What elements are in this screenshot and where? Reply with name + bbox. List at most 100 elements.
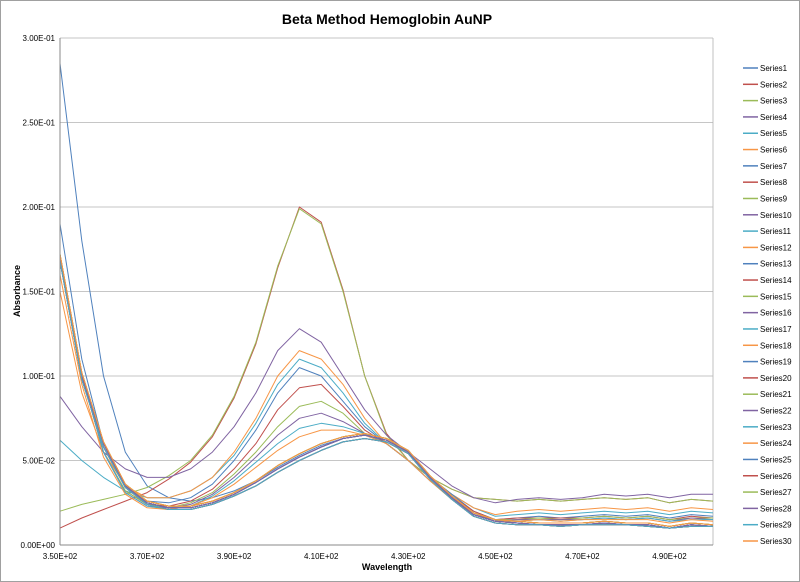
- legend-label: Series19: [760, 358, 792, 367]
- legend-label: Series18: [760, 341, 792, 350]
- legend-label: Series20: [760, 374, 792, 383]
- chart-title: Beta Method Hemoglobin AuNP: [282, 11, 492, 27]
- legend-label: Series10: [760, 211, 792, 220]
- legend-item: Series18: [743, 341, 792, 350]
- legend-item: Series3: [743, 97, 788, 106]
- legend-label: Series14: [760, 276, 792, 285]
- legend-item: Series6: [743, 146, 788, 155]
- legend-item: Series10: [743, 211, 792, 220]
- legend-item: Series24: [743, 439, 792, 448]
- legend-item: Series23: [743, 423, 792, 432]
- legend-item: Series28: [743, 504, 792, 513]
- series-line-28: [59, 257, 714, 529]
- legend-label: Series8: [760, 178, 788, 187]
- legend-item: Series9: [743, 194, 788, 203]
- legend-label: Series15: [760, 292, 792, 301]
- series-line-19: [59, 257, 714, 529]
- series-line-13: [59, 257, 714, 529]
- legend-item: Series21: [743, 390, 792, 399]
- legend-item: Series17: [743, 325, 792, 334]
- legend-label: Series22: [760, 407, 792, 416]
- y-tick-label: 3.00E-01: [23, 34, 56, 43]
- legend-label: Series11: [760, 227, 792, 236]
- y-tick-label: 5.00E-02: [23, 457, 56, 466]
- y-tick-label: 0.00E+00: [21, 541, 56, 550]
- x-tick-label: 3.50E+02: [43, 552, 78, 561]
- series-line-3: [59, 208, 714, 512]
- series-line-20: [59, 261, 713, 529]
- legend-label: Series23: [760, 423, 792, 432]
- x-tick-label: 4.70E+02: [565, 552, 600, 561]
- x-tick-label: 3.70E+02: [130, 552, 165, 561]
- legend-label: Series4: [760, 113, 788, 122]
- legend-item: Series14: [743, 276, 792, 285]
- series-line-30: [59, 254, 714, 527]
- x-tick-label: 4.30E+02: [391, 552, 426, 561]
- legend-item: Series11: [743, 227, 792, 236]
- series-line-26: [59, 261, 713, 529]
- x-tick-label: 4.90E+02: [652, 552, 687, 561]
- series-line-17: [59, 261, 713, 529]
- legend-label: Series7: [760, 162, 788, 171]
- y-axis-label: Absorbance: [12, 265, 22, 317]
- y-tick-label: 1.00E-01: [23, 372, 56, 381]
- series-line-9: [59, 257, 713, 521]
- legend-label: Series9: [760, 194, 788, 203]
- legend-label: Series1: [760, 64, 788, 73]
- legend-item: Series19: [743, 358, 792, 367]
- legend-label: Series17: [760, 325, 792, 334]
- legend-label: Series16: [760, 309, 792, 318]
- legend-label: Series29: [760, 521, 792, 530]
- legend-item: Series1: [743, 64, 788, 73]
- legend-label: Series12: [760, 243, 792, 252]
- legend-item: Series7: [743, 162, 788, 171]
- legend-item: Series8: [743, 178, 788, 187]
- legend-label: Series25: [760, 455, 792, 464]
- legend-item: Series29: [743, 521, 792, 530]
- series-line-2: [59, 206, 714, 529]
- legend-item: Series26: [743, 472, 792, 481]
- y-tick-label: 2.00E-01: [23, 203, 56, 212]
- series-line-4: [59, 328, 713, 504]
- x-axis-label: Wavelength: [362, 562, 412, 572]
- legend-label: Series6: [760, 146, 788, 155]
- legend-item: Series30: [743, 537, 792, 546]
- series-line-29: [59, 261, 713, 529]
- series-line-22: [59, 257, 714, 529]
- series-line-23: [59, 261, 713, 529]
- series-line-14: [59, 261, 713, 529]
- y-tick-label: 2.50E-01: [23, 119, 56, 128]
- legend-item: Series13: [743, 260, 792, 269]
- series-line-16: [59, 257, 714, 529]
- legend-item: Series5: [743, 129, 788, 138]
- x-tick-label: 3.90E+02: [217, 552, 252, 561]
- legend-item: Series15: [743, 292, 792, 301]
- legend-label: Series2: [760, 80, 788, 89]
- y-tick-label: 1.50E-01: [23, 288, 56, 297]
- x-tick-label: 4.50E+02: [478, 552, 513, 561]
- legend-label: Series13: [760, 260, 792, 269]
- legend-label: Series26: [760, 472, 792, 481]
- legend-label: Series28: [760, 504, 792, 513]
- series-line-1: [59, 63, 714, 529]
- legend-label: Series27: [760, 488, 792, 497]
- legend-label: Series24: [760, 439, 792, 448]
- legend-item: Series16: [743, 309, 792, 318]
- legend-label: Series30: [760, 537, 792, 546]
- series-line-25: [59, 257, 714, 529]
- legend-item: Series12: [743, 243, 792, 252]
- legend-item: Series2: [743, 80, 788, 89]
- legend-item: Series22: [743, 407, 792, 416]
- series-line-5: [59, 358, 714, 517]
- series-line-8: [59, 257, 714, 521]
- legend-label: Series21: [760, 390, 792, 399]
- legend-label: Series5: [760, 129, 788, 138]
- legend-item: Series4: [743, 113, 788, 122]
- legend-item: Series27: [743, 488, 792, 497]
- series-line-7: [59, 223, 714, 521]
- legend-label: Series3: [760, 97, 788, 106]
- legend-item: Series25: [743, 455, 792, 464]
- x-tick-label: 4.10E+02: [304, 552, 339, 561]
- legend-item: Series20: [743, 374, 792, 383]
